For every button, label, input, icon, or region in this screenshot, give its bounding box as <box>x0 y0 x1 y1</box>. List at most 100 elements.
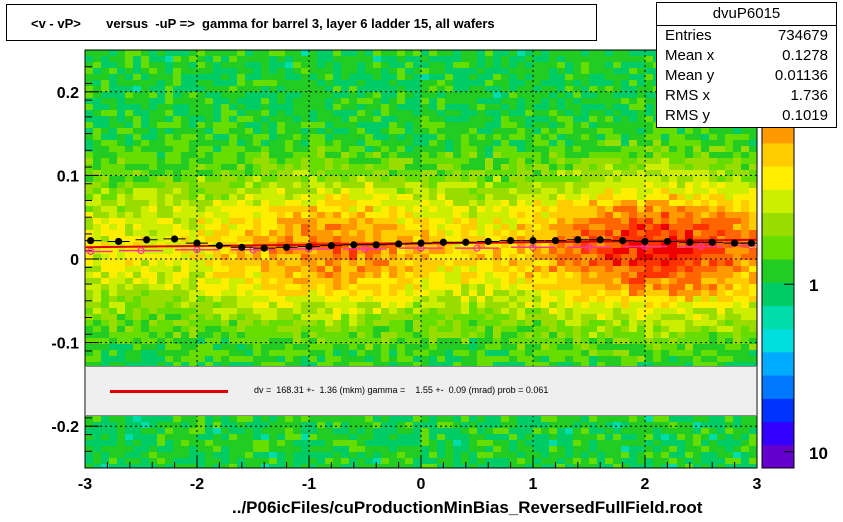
heatmap-cell <box>181 158 189 164</box>
heatmap-cell <box>653 182 661 188</box>
heatmap-cell <box>405 80 413 86</box>
heatmap-cell <box>237 344 245 350</box>
heatmap-cell <box>213 236 221 242</box>
heatmap-cell <box>333 416 341 422</box>
heatmap-cell <box>493 296 501 302</box>
heatmap-cell <box>269 176 277 182</box>
heatmap-cell <box>525 158 533 164</box>
heatmap-cell <box>93 224 101 230</box>
heatmap-cell <box>645 206 653 212</box>
heatmap-cell <box>229 104 237 110</box>
heatmap-cell <box>109 68 117 74</box>
heatmap-cell <box>157 146 165 152</box>
heatmap-cell <box>573 314 581 320</box>
heatmap-cell <box>365 266 373 272</box>
heatmap-cell <box>437 266 445 272</box>
heatmap-cell <box>197 56 205 62</box>
heatmap-cell <box>557 308 565 314</box>
heatmap-cell <box>269 296 277 302</box>
heatmap-cell <box>381 194 389 200</box>
heatmap-cell <box>133 56 141 62</box>
heatmap-cell <box>141 170 149 176</box>
heatmap-cell <box>629 446 637 452</box>
heatmap-cell <box>485 272 493 278</box>
heatmap-cell <box>413 104 421 110</box>
heatmap-cell <box>261 320 269 326</box>
heatmap-cell <box>405 326 413 332</box>
heatmap-cell <box>581 128 589 134</box>
heatmap-cell <box>621 434 629 440</box>
heatmap-cell <box>133 98 141 104</box>
heatmap-cell <box>485 224 493 230</box>
heatmap-cell <box>325 50 333 56</box>
heatmap-cell <box>261 434 269 440</box>
heatmap-cell <box>373 194 381 200</box>
heatmap-cell <box>333 80 341 86</box>
heatmap-cell <box>213 428 221 434</box>
heatmap-cell <box>325 320 333 326</box>
heatmap-cell <box>133 332 141 338</box>
heatmap-cell <box>149 80 157 86</box>
heatmap-cell <box>277 158 285 164</box>
heatmap-cell <box>125 164 133 170</box>
heatmap-cell <box>645 182 653 188</box>
heatmap-cell <box>461 164 469 170</box>
heatmap-cell <box>253 74 261 80</box>
heatmap-cell <box>205 260 213 266</box>
heatmap-cell <box>541 332 549 338</box>
heatmap-cell <box>173 362 181 368</box>
heatmap-cell <box>93 302 101 308</box>
heatmap-cell <box>477 272 485 278</box>
heatmap-cell <box>197 158 205 164</box>
heatmap-cell <box>549 62 557 68</box>
heatmap-cell <box>229 110 237 116</box>
heatmap-cell <box>509 428 517 434</box>
heatmap-cell <box>181 128 189 134</box>
heatmap-cell <box>221 170 229 176</box>
heatmap-cell <box>501 218 509 224</box>
heatmap-cell <box>349 416 357 422</box>
heatmap-cell <box>109 230 117 236</box>
heatmap-cell <box>125 416 133 422</box>
heatmap-cell <box>453 230 461 236</box>
heatmap-cell <box>261 98 269 104</box>
heatmap-cell <box>469 314 477 320</box>
heatmap-cell <box>173 242 181 248</box>
heatmap-cell <box>357 152 365 158</box>
heatmap-cell <box>357 74 365 80</box>
heatmap-cell <box>189 128 197 134</box>
heatmap-cell <box>333 182 341 188</box>
heatmap-cell <box>237 188 245 194</box>
heatmap-cell <box>317 302 325 308</box>
heatmap-cell <box>533 140 541 146</box>
heatmap-cell <box>581 326 589 332</box>
heatmap-cell <box>317 362 325 368</box>
heatmap-cell <box>501 140 509 146</box>
heatmap-cell <box>621 428 629 434</box>
heatmap-cell <box>613 284 621 290</box>
heatmap-cell <box>477 236 485 242</box>
heatmap-cell <box>293 296 301 302</box>
heatmap-cell <box>397 440 405 446</box>
heatmap-cell <box>157 212 165 218</box>
heatmap-cell <box>213 284 221 290</box>
heatmap-cell <box>389 320 397 326</box>
heatmap-cell <box>461 416 469 422</box>
heatmap-cell <box>381 434 389 440</box>
heatmap-cell <box>445 362 453 368</box>
heatmap-cell <box>373 176 381 182</box>
heatmap-cell <box>181 272 189 278</box>
heatmap-cell <box>149 284 157 290</box>
heatmap-cell <box>149 302 157 308</box>
heatmap-cell <box>597 164 605 170</box>
heatmap-cell <box>245 92 253 98</box>
heatmap-cell <box>557 92 565 98</box>
heatmap-cell <box>269 182 277 188</box>
heatmap-cell <box>181 266 189 272</box>
heatmap-cell <box>277 278 285 284</box>
heatmap-cell <box>293 68 301 74</box>
heatmap-cell <box>101 464 109 468</box>
heatmap-cell <box>101 194 109 200</box>
heatmap-cell <box>181 212 189 218</box>
heatmap-cell <box>205 164 213 170</box>
